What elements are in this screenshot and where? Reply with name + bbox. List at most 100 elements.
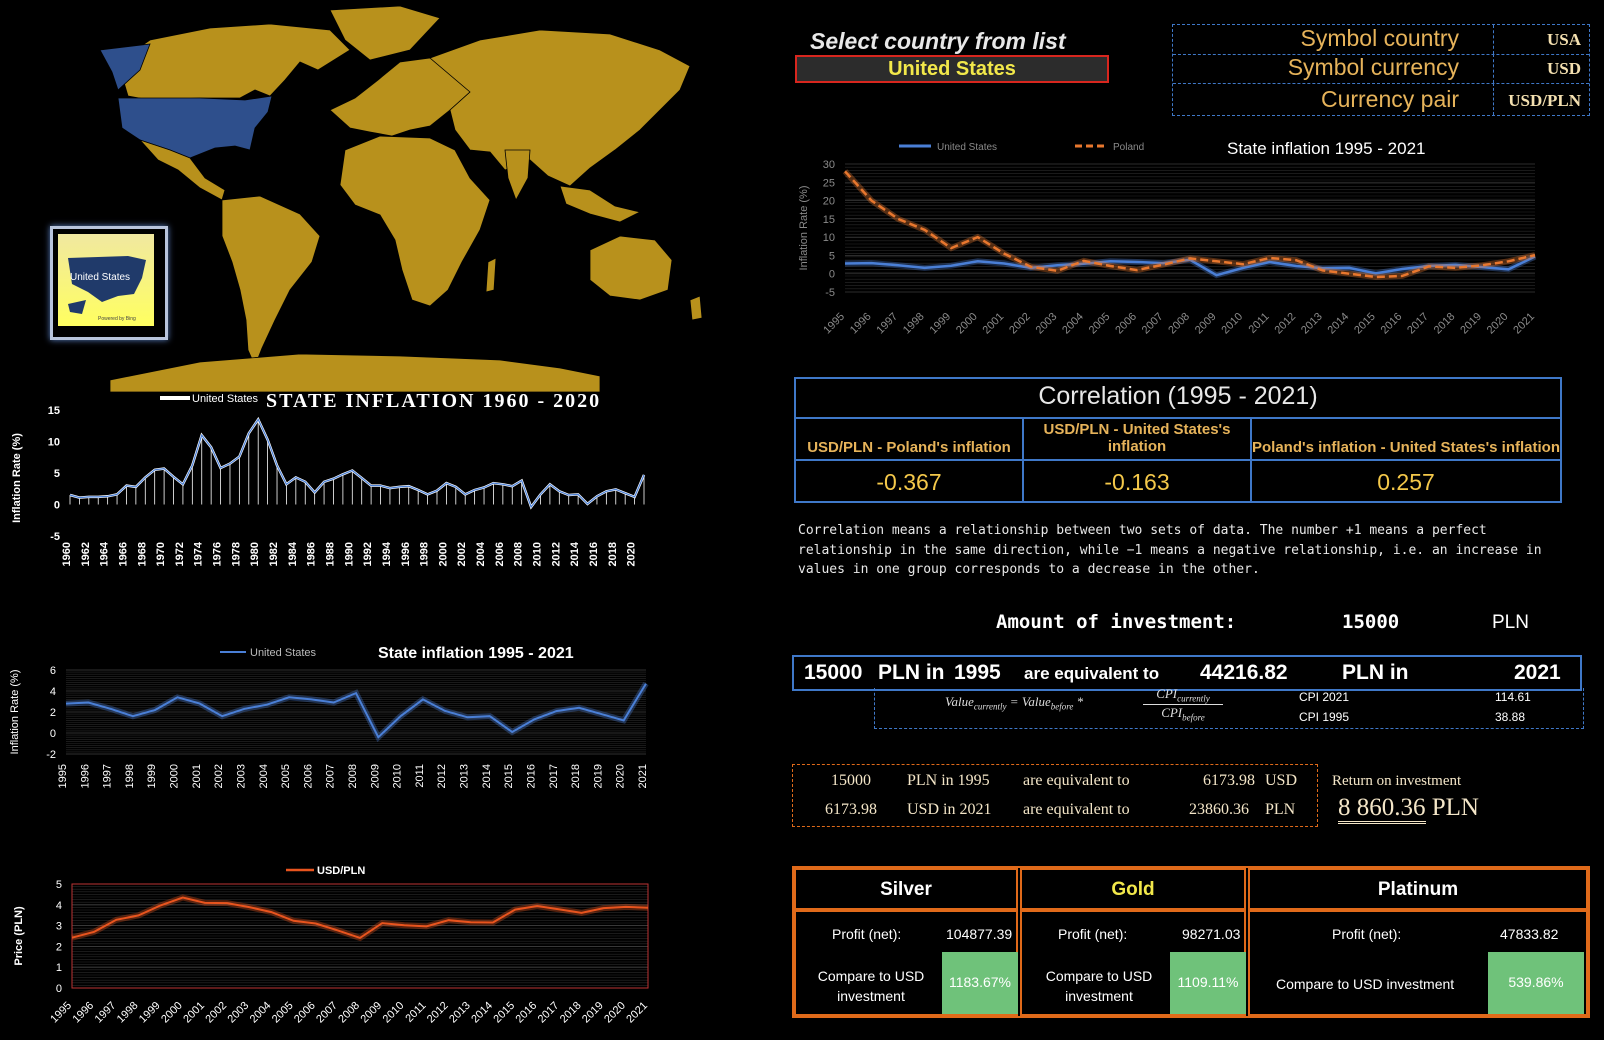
correlation-header: Poland's inflation - United States's inf…	[1252, 439, 1560, 456]
formula-numerator: CPIcurrently	[1143, 686, 1223, 705]
x-tick-label: 2002	[203, 1000, 229, 1026]
profit-value: 104877.39	[946, 926, 1013, 942]
x-tick-label: 1974	[193, 541, 205, 566]
correlation-description: Correlation means a relationship between…	[798, 523, 1542, 577]
y-tick-label: 25	[823, 177, 835, 189]
ret-a: 6173.98	[825, 801, 877, 818]
info-divider	[1493, 83, 1495, 115]
x-tick-label: 1966	[117, 542, 129, 566]
x-tick-label: 1995	[821, 311, 847, 337]
roi-value-wrap: 8 860.36 PLN	[1338, 794, 1479, 824]
formula-denominator: CPIbefore	[1161, 704, 1205, 723]
x-tick-label: 1998	[115, 1000, 141, 1026]
x-tick-label: 1960	[61, 542, 73, 566]
formula-rhs-sub: before	[1050, 701, 1074, 712]
profit-value: 47833.82	[1500, 926, 1559, 942]
map-inset[interactable]: United States Powered by Bing	[50, 226, 168, 340]
y-tick-label: 5	[54, 468, 60, 480]
eq-amount: 15000	[804, 661, 863, 684]
chart-title: STATE INFLATION 1960 - 2020	[266, 392, 601, 412]
legend-label: United States	[192, 393, 259, 405]
map-land-mexico	[138, 139, 226, 201]
y-tick-label: 0	[54, 500, 60, 512]
map-land-nz	[689, 295, 703, 321]
eq-year-from: 1995	[954, 661, 1001, 684]
y-tick-label: 10	[48, 437, 60, 449]
x-tick-label: 2017	[1405, 311, 1431, 337]
x-tick-label: 2012	[1272, 311, 1298, 337]
x-tick-label: 1998	[419, 542, 431, 566]
series-line-poland	[844, 170, 1536, 279]
profit-label: Profit (net):	[1332, 926, 1402, 942]
x-tick-label: 2015	[1352, 311, 1378, 337]
y-tick-label: 2	[56, 941, 62, 953]
y-tick-label: 10	[823, 232, 835, 244]
correlation-header: USD/PLN - Poland's inflation	[807, 439, 1011, 456]
country-select[interactable]: United States	[795, 55, 1109, 83]
y-tick-label: 0	[50, 728, 56, 740]
formula-fraction: CPIcurrently CPIbefore	[1143, 686, 1223, 722]
x-tick-label: 2005	[1087, 311, 1113, 337]
x-tick-label: 2021	[637, 764, 649, 788]
series-line-usd-pln	[71, 896, 649, 940]
info-box: Symbol country USA Symbol currency USD C…	[1172, 24, 1590, 116]
x-tick-label: 2018	[607, 542, 619, 566]
x-tick-label: 1998	[124, 764, 136, 788]
info-row-pair: Currency pair USD/PLN	[1173, 83, 1589, 115]
cpi-formula-box: Valuecurrently = Valuebefore * CPIcurren…	[874, 686, 1584, 729]
ret-d: 23860.36	[1189, 801, 1249, 818]
x-tick-label: 2011	[1247, 311, 1272, 336]
x-tick-label: 1995	[48, 1000, 74, 1026]
x-tick-label: 1996	[848, 311, 874, 337]
ret-b: USD in 2021	[907, 801, 992, 818]
x-tick-label: 1982	[268, 542, 280, 566]
x-tick-label: 2001	[981, 311, 1007, 337]
x-tick-label: 2008	[347, 764, 359, 788]
info-divider	[1493, 54, 1495, 83]
x-tick-label: 2016	[525, 764, 537, 788]
x-tick-label: 1997	[93, 1000, 119, 1026]
roi-currency: PLN	[1431, 794, 1479, 821]
x-tick-label: 2015	[503, 764, 515, 788]
formula-rhs: Value	[1021, 694, 1051, 709]
investment-amount-input[interactable]: 15000	[1342, 611, 1400, 633]
x-tick-label: 1968	[136, 542, 148, 566]
ret-a: 15000	[831, 772, 871, 789]
eq-result: 44216.82	[1200, 661, 1288, 684]
world-map[interactable]: United States Powered by Bing	[0, 0, 740, 393]
country-select-value: United States	[888, 58, 1016, 80]
x-tick-label: 1978	[230, 542, 242, 566]
legend-label: Poland	[1113, 142, 1144, 153]
info-label: Currency pair	[1320, 86, 1459, 112]
info-value: USD	[1546, 59, 1581, 78]
map-land-greenland	[329, 5, 441, 61]
metals-table: Silver Profit (net): 104877.39 Compare t…	[792, 866, 1590, 1018]
x-tick-label: 1996	[400, 542, 412, 566]
cpi-label-2: CPI 1995	[1299, 710, 1350, 724]
x-tick-label: 2003	[1034, 311, 1060, 337]
compare-value: 1183.67%	[942, 952, 1018, 1014]
x-tick-label: 2017	[548, 764, 560, 788]
eq-are-equivalent: are equivalent to	[1024, 664, 1160, 683]
correlation-header: USD/PLN - United States's inflation	[1043, 421, 1231, 455]
eq-pln-in-2: PLN in	[1342, 661, 1409, 684]
profit-label: Profit (net):	[832, 926, 902, 942]
metal-body-silver: Profit (net): 104877.39 Compare to USD i…	[794, 910, 1018, 1016]
metal-header-platinum: Platinum	[1248, 868, 1588, 910]
x-tick-label: 2002	[1007, 311, 1033, 337]
map-land-india	[504, 149, 531, 201]
x-tick-label: 2020	[626, 542, 638, 566]
x-tick-label: 2008	[1166, 311, 1192, 337]
y-tick-label: 5	[829, 250, 835, 262]
y-tick-label: 3	[56, 921, 62, 933]
x-tick-label: 2019	[580, 1000, 606, 1026]
y-tick-label: 4	[56, 900, 62, 912]
correlation-value-cell: 0.257	[1252, 459, 1560, 501]
map-inset-inner: United States Powered by Bing	[58, 234, 154, 326]
correlation-header-cell: USD/PLN - United States's inflation	[1024, 417, 1252, 459]
correlation-value: -0.163	[1104, 469, 1170, 495]
x-tick-label: 2010	[381, 1000, 407, 1026]
x-tick-label: 2012	[550, 542, 562, 566]
metal-name: Silver	[880, 879, 932, 900]
x-tick-label: 2011	[403, 1000, 428, 1025]
